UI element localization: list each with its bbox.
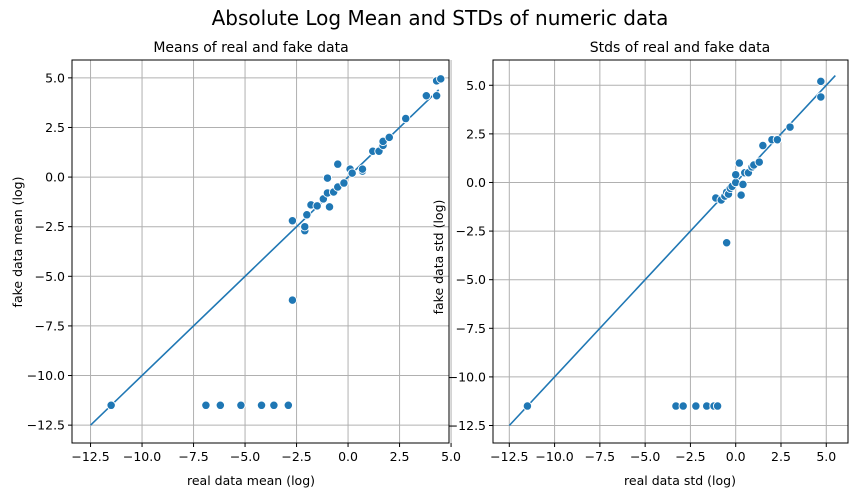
means-x-tick-label: 0.0 <box>338 449 358 464</box>
stds-x-tick-label: −12.5 <box>490 449 528 464</box>
stds-y-tick-label: −10.0 <box>448 369 486 384</box>
means-y-tick-label: 2.5 <box>45 120 65 135</box>
means-y-tick-label: −12.5 <box>27 418 65 433</box>
stds-data-point <box>721 238 732 248</box>
stds-x-tick-label: −7.5 <box>585 449 615 464</box>
means-data-point <box>431 91 442 101</box>
means-grid <box>72 60 452 443</box>
means-x-axis-label: real data mean (log) <box>187 473 315 488</box>
means-data-point <box>333 159 343 169</box>
stds-y-tick-label: −7.5 <box>456 321 486 336</box>
stds-identity-line <box>508 75 836 427</box>
means-points <box>106 74 446 410</box>
stds-data-point <box>731 170 741 180</box>
means-axes-frame <box>71 59 450 444</box>
means-data-point <box>236 400 246 410</box>
stds-x-tick-label: −10.0 <box>535 449 573 464</box>
stds-x-tick-label: 0.0 <box>726 449 746 464</box>
means-data-point <box>215 400 225 410</box>
stds-points <box>522 76 826 411</box>
means-y-tick-label: 5.0 <box>45 70 65 85</box>
means-data-point <box>256 400 267 410</box>
means-data-point <box>269 400 279 410</box>
stds-x-tick-label: 2.5 <box>771 449 791 464</box>
means-data-point <box>302 210 312 220</box>
stds-data-point <box>734 158 744 168</box>
stds-x-tick-label: −5.0 <box>630 449 660 464</box>
means-x-tick-label: −5.0 <box>230 449 260 464</box>
means-data-point <box>324 202 335 212</box>
means-data-point <box>339 178 349 188</box>
stds-panel-title: Stds of real and fake data <box>590 40 770 56</box>
means-data-point <box>106 400 116 410</box>
stds-grid <box>493 60 848 443</box>
means-panel: Means of real and fake data real data me… <box>10 40 461 488</box>
stds-x-tick-label: 5.0 <box>816 449 836 464</box>
stds-data-point <box>816 76 826 87</box>
means-x-tick-label: 5.0 <box>441 449 461 464</box>
stds-data-point <box>522 401 533 411</box>
means-data-point <box>357 164 368 174</box>
stds-data-point <box>816 92 826 102</box>
stds-y-tick-label: 2.5 <box>466 126 486 141</box>
means-data-point <box>287 295 298 305</box>
means-x-tick-label: −7.5 <box>178 449 208 464</box>
means-data-point <box>201 400 211 410</box>
means-x-tick-label: −10.0 <box>123 449 161 464</box>
means-y-tick-label: −5.0 <box>35 269 65 284</box>
means-x-tick-label: −12.5 <box>71 449 109 464</box>
means-y-tick-label: 0.0 <box>45 170 65 185</box>
means-y-tick-label: −7.5 <box>35 318 65 333</box>
means-data-point <box>384 132 394 143</box>
means-data-point <box>421 91 431 101</box>
means-panel-title: Means of real and fake data <box>153 40 348 56</box>
stds-y-tick-label: −2.5 <box>456 224 486 239</box>
stds-x-tick-label: −2.5 <box>675 449 705 464</box>
stds-y-tick-label: 0.0 <box>466 175 486 190</box>
stds-y-tick-label: −5.0 <box>456 272 486 287</box>
stds-data-point <box>754 157 764 167</box>
stds-panel: Stds of real and fake data real data std… <box>431 40 849 488</box>
means-x-tick-label: 2.5 <box>390 449 410 464</box>
stds-data-point <box>738 179 748 190</box>
means-data-point <box>322 173 333 183</box>
means-y-tick-label: −2.5 <box>35 219 65 234</box>
stds-data-point <box>785 122 795 132</box>
means-data-point <box>401 113 411 124</box>
stds-data-point <box>712 401 723 411</box>
figure-title: Absolute Log Mean and STDs of numeric da… <box>212 6 669 30</box>
stds-y-tick-label: −12.5 <box>448 418 486 433</box>
means-data-point <box>283 400 293 410</box>
means-data-point <box>347 168 357 178</box>
means-x-tick-label: −2.5 <box>281 449 311 464</box>
stds-axes-frame <box>492 59 849 444</box>
means-data-point <box>300 222 310 232</box>
means-data-point <box>287 216 298 226</box>
stds-data-point <box>758 140 768 151</box>
means-data-point <box>436 74 446 84</box>
stds-data-point <box>678 401 688 411</box>
stds-data-point <box>736 190 746 200</box>
stds-x-axis-label: real data std (log) <box>624 473 736 488</box>
means-y-axis-label: fake data mean (log) <box>10 177 25 308</box>
stds-data-point <box>691 401 701 411</box>
stds-y-axis-label: fake data std (log) <box>431 200 446 315</box>
means-y-tick-label: −10.0 <box>27 368 65 383</box>
means-data-point <box>312 201 322 211</box>
stds-y-tick-label: 5.0 <box>466 78 486 93</box>
stds-data-point <box>772 135 783 145</box>
